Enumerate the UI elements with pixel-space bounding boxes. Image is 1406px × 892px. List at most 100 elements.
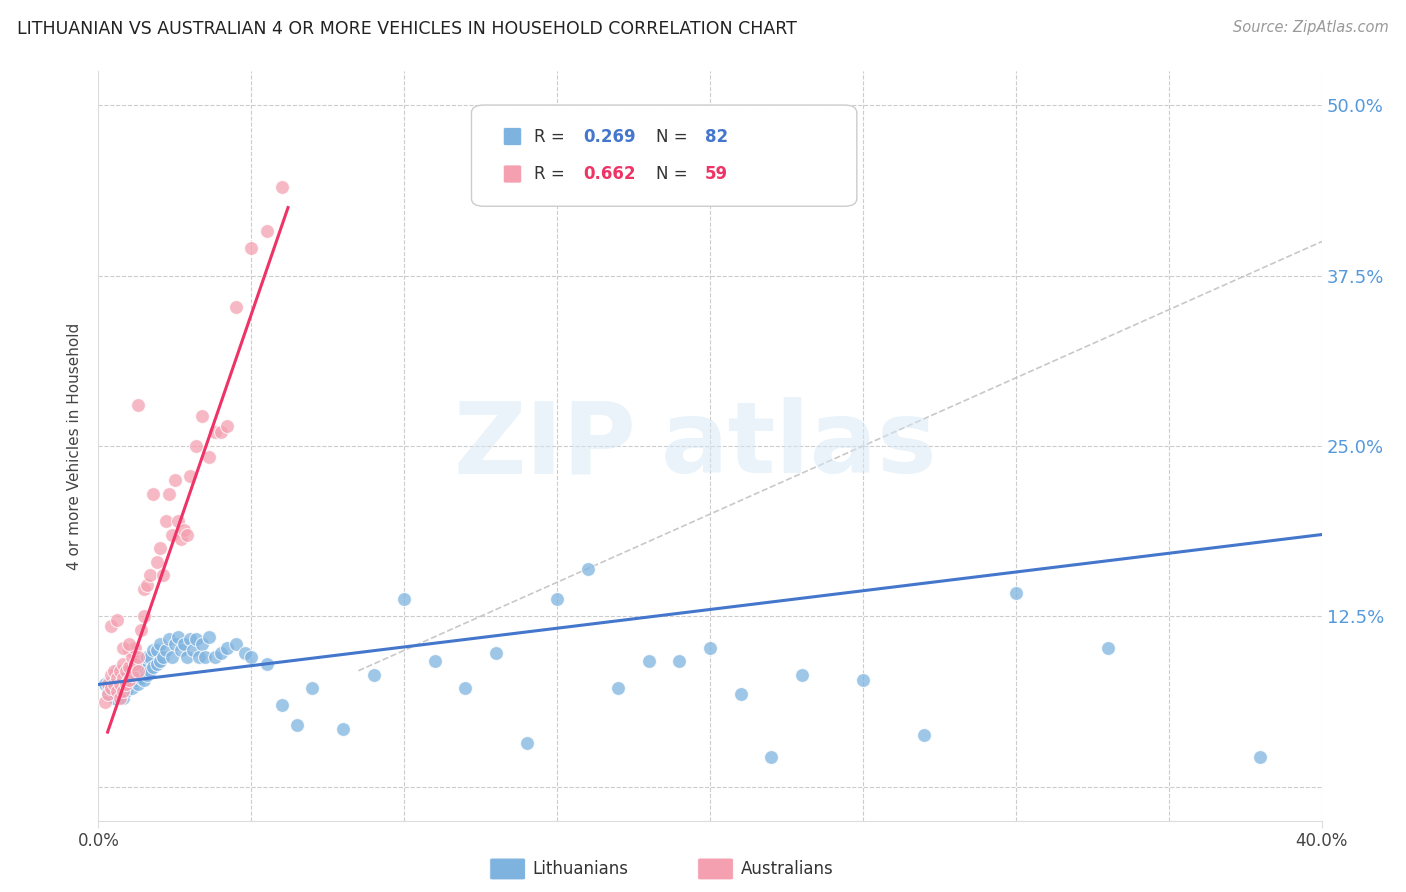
Point [115, 684, 138, 698]
Point [127, 650, 149, 665]
Point [576, 561, 599, 575]
Point [121, 668, 143, 682]
Point [191, 636, 214, 650]
Point [363, 668, 385, 682]
Point [103, 664, 125, 678]
Point [197, 450, 219, 464]
Point [332, 723, 354, 737]
Point [118, 636, 141, 650]
Point [111, 640, 134, 655]
FancyBboxPatch shape [471, 105, 856, 206]
Point [100, 681, 122, 696]
Text: ZIP: ZIP [454, 398, 637, 494]
Point [157, 632, 180, 647]
Text: Australians: Australians [741, 861, 834, 879]
Point [111, 691, 134, 706]
Point [759, 749, 782, 764]
Point [142, 659, 165, 673]
Point [256, 657, 278, 671]
Text: N =: N = [657, 128, 693, 145]
Point [121, 650, 143, 665]
Point [225, 636, 247, 650]
Point [1004, 586, 1026, 600]
Point [194, 650, 217, 665]
Point [392, 591, 416, 606]
Point [103, 677, 125, 691]
Point [124, 640, 146, 655]
Point [155, 643, 177, 657]
Point [103, 671, 125, 685]
Text: R =: R = [534, 128, 569, 145]
Point [730, 687, 752, 701]
Text: 0.662: 0.662 [583, 165, 636, 183]
Text: atlas: atlas [661, 398, 938, 494]
Point [240, 650, 263, 665]
Point [100, 668, 122, 682]
Point [100, 619, 122, 633]
Point [124, 673, 146, 688]
Point [485, 646, 508, 660]
Point [607, 681, 630, 696]
Point [118, 677, 141, 691]
Point [149, 636, 172, 650]
Text: 59: 59 [706, 165, 728, 183]
Point [186, 632, 208, 647]
Point [215, 640, 238, 655]
Point [181, 643, 204, 657]
Point [134, 659, 156, 673]
Point [118, 659, 141, 673]
Point [97, 687, 120, 701]
Point [546, 591, 568, 606]
Point [285, 718, 308, 732]
Point [912, 728, 935, 742]
Point [139, 664, 162, 678]
Point [129, 623, 152, 637]
Point [134, 673, 156, 688]
Point [105, 671, 128, 685]
Point [108, 677, 131, 691]
Text: 82: 82 [706, 128, 728, 145]
Point [160, 650, 183, 665]
Point [127, 664, 149, 678]
Point [127, 664, 149, 678]
Point [105, 664, 128, 678]
Point [191, 409, 214, 423]
Point [111, 668, 134, 682]
Point [111, 684, 134, 698]
Point [108, 673, 131, 688]
Point [186, 439, 208, 453]
FancyBboxPatch shape [489, 858, 526, 880]
Point [111, 657, 134, 671]
Point [121, 659, 143, 673]
Point [668, 654, 690, 668]
Text: Lithuanians: Lithuanians [533, 861, 628, 879]
Point [139, 650, 162, 665]
Point [163, 636, 186, 650]
Point [145, 643, 167, 657]
Point [163, 473, 186, 487]
Point [1249, 749, 1271, 764]
Text: N =: N = [657, 165, 693, 183]
Point [301, 681, 323, 696]
Point [118, 664, 141, 678]
Text: Source: ZipAtlas.com: Source: ZipAtlas.com [1233, 20, 1389, 35]
Point [699, 640, 721, 655]
Point [270, 180, 292, 194]
Point [115, 671, 138, 685]
Point [108, 691, 131, 706]
Point [852, 673, 875, 688]
Point [173, 636, 195, 650]
Point [204, 425, 226, 440]
Text: LITHUANIAN VS AUSTRALIAN 4 OR MORE VEHICLES IN HOUSEHOLD CORRELATION CHART: LITHUANIAN VS AUSTRALIAN 4 OR MORE VEHIC… [17, 20, 797, 37]
Point [637, 654, 661, 668]
Point [118, 673, 141, 688]
Point [176, 527, 198, 541]
Point [115, 664, 138, 678]
Point [209, 425, 232, 440]
Point [108, 664, 131, 678]
Point [124, 657, 146, 671]
Point [167, 630, 190, 644]
Point [240, 242, 263, 256]
Point [176, 650, 198, 665]
Point [111, 671, 134, 685]
